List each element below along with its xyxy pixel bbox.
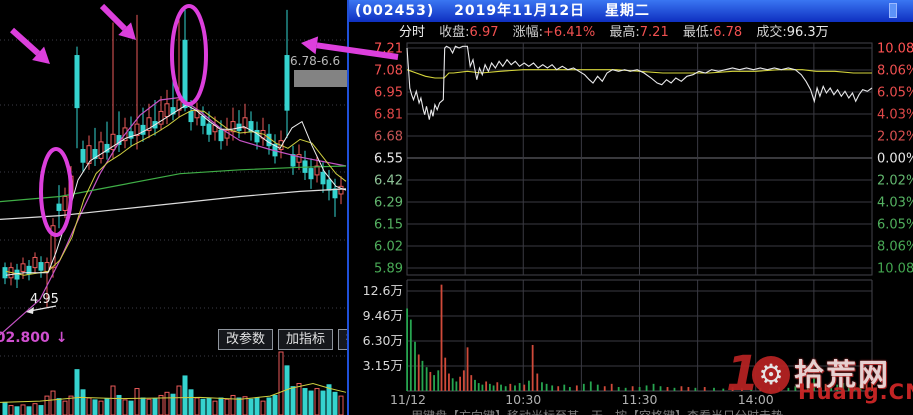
svg-text:6.95: 6.95 (374, 86, 403, 101)
svg-text:11/12: 11/12 (390, 392, 426, 407)
close-label: 收盘: (439, 25, 470, 40)
svg-text:11:30: 11:30 (621, 392, 657, 407)
kline-panel: 4.95 202.800↓ 改参数 加指标 换指标 6.78-6.6 (0, 0, 347, 415)
add-indicator-button[interactable]: 加指标 (278, 329, 334, 350)
high-label: 最高: (609, 25, 640, 40)
svg-text:2.02%: 2.02% (877, 174, 913, 189)
price-range-tooltip: 6.78-6.6 (290, 54, 341, 68)
svg-text:8.06%: 8.06% (877, 240, 913, 255)
svg-text:10.08%: 10.08% (877, 262, 913, 277)
svg-text:6.15: 6.15 (374, 218, 403, 233)
svg-text:7.21: 7.21 (374, 42, 403, 57)
volume-value: 96.3万 (786, 25, 829, 40)
window-control-icon[interactable] (889, 3, 897, 18)
intraday-panel: (002453) 2019年11月12日 星期二 分时 收盘:6.97 涨幅:+… (347, 0, 913, 415)
svg-text:5.89: 5.89 (374, 262, 403, 277)
svg-text:10.08%: 10.08% (877, 42, 913, 57)
svg-text:9.46万: 9.46万 (363, 308, 403, 323)
mode-label: 分时 (399, 25, 426, 40)
svg-text:6.05%: 6.05% (877, 218, 913, 233)
svg-text:6.29: 6.29 (374, 196, 403, 211)
close-value: 6.97 (469, 25, 499, 40)
svg-text:14:00: 14:00 (738, 392, 774, 407)
svg-text:6.05%: 6.05% (877, 86, 913, 101)
change-value: +6.41% (543, 25, 596, 40)
svg-text:8.06%: 8.06% (877, 64, 913, 79)
low-label: 最低: (682, 25, 714, 40)
kline-chart[interactable] (0, 0, 347, 415)
stock-code: (002453) (355, 3, 435, 19)
help-caption: 用键盘【方向键】移动光标至某一天，按【空格键】查看当日分时走势 (411, 407, 783, 415)
svg-text:6.42: 6.42 (374, 174, 403, 189)
svg-text:6.55: 6.55 (374, 152, 403, 167)
svg-text:6.02: 6.02 (374, 240, 403, 255)
high-value: 7.21 (639, 25, 669, 40)
svg-text:12.6万: 12.6万 (363, 283, 403, 298)
intraday-chart[interactable]: 7.21 7.08 6.95 6.81 6.68 6.55 6.42 6.29 6.15 6.02… (349, 0, 913, 415)
volume-label: 成交: (756, 25, 787, 40)
svg-text:7.08: 7.08 (374, 64, 403, 79)
trade-date: 2019年11月12日 (454, 3, 586, 19)
svg-text:4.03%: 4.03% (877, 108, 913, 123)
svg-text:0.00%: 0.00% (877, 152, 913, 167)
intraday-stats-row: 分时 收盘:6.97 涨幅:+6.41% 最高:7.21 最低:6.78 成交:… (349, 23, 913, 42)
svg-text:6.81: 6.81 (374, 108, 403, 123)
change-label: 涨幅: (512, 25, 544, 40)
svg-text:2.02%: 2.02% (877, 130, 913, 145)
indicator-button-row: 改参数 加指标 换指标 (218, 329, 347, 350)
svg-text:3.15万: 3.15万 (363, 358, 403, 373)
switch-indicator-button[interactable]: 换指标 (338, 329, 347, 350)
svg-text:10:30: 10:30 (505, 392, 541, 407)
low-price-marker: 4.95 (30, 292, 59, 307)
svg-text:6.30万: 6.30万 (363, 333, 403, 348)
volume-indicator-value: 202.800↓ (0, 330, 68, 346)
tooltip-box (294, 70, 347, 87)
low-value: 6.78 (713, 25, 743, 40)
window-titlebar[interactable]: (002453) 2019年11月12日 星期二 (349, 0, 913, 22)
change-params-button[interactable]: 改参数 (218, 329, 274, 350)
svg-text:4.03%: 4.03% (877, 196, 913, 211)
svg-text:6.68: 6.68 (374, 130, 403, 145)
weekday: 星期二 (604, 3, 650, 19)
down-arrow-icon: ↓ (55, 330, 68, 346)
